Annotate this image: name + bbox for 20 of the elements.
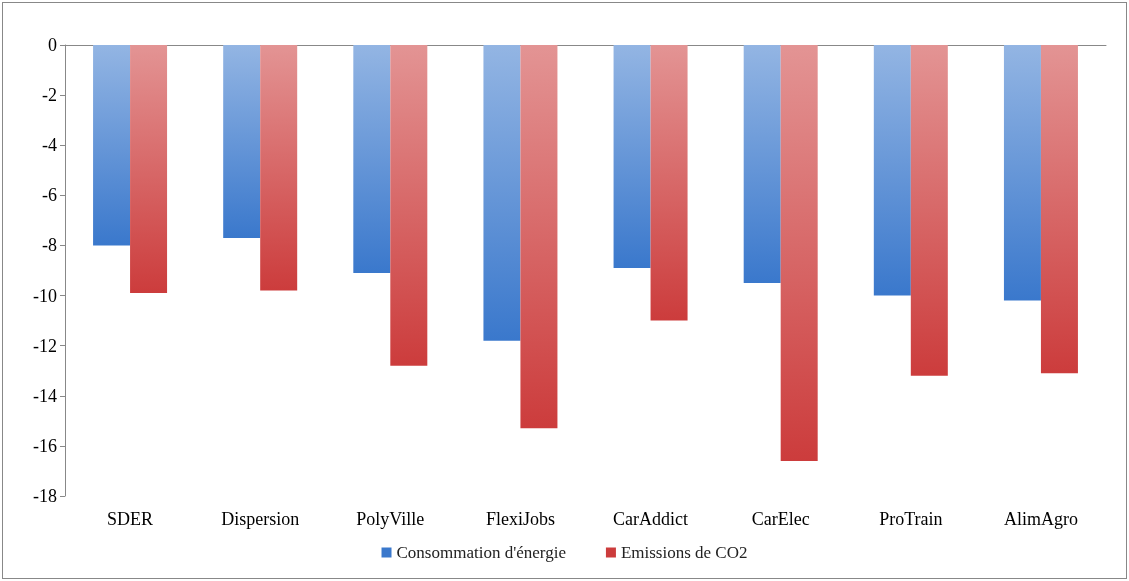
x-tick-label: AlimAgro (1003, 509, 1078, 529)
y-tick-label: -12 (33, 335, 57, 356)
y-tick-label: -2 (42, 85, 57, 106)
x-tick-label: ProTrain (879, 509, 943, 529)
legend-label: Consommation d'énergie (396, 543, 566, 562)
x-tick-label: CarElec (751, 509, 810, 529)
x-tick-label: SDER (107, 509, 154, 529)
y-tick-label: -4 (42, 135, 57, 156)
x-tick-label: Dispersion (221, 509, 300, 529)
y-tick-label: -18 (33, 486, 57, 506)
x-tick-label: PolyVille (356, 509, 425, 529)
y-tick-label: -8 (42, 235, 57, 256)
y-tick-label: -10 (33, 285, 57, 306)
y-tick-label: 0 (48, 35, 57, 55)
x-tick-label: FlexiJobs (485, 509, 555, 529)
y-tick-label: -6 (42, 185, 57, 206)
x-tick-label: CarAddict (613, 509, 689, 529)
y-tick-label: -14 (33, 385, 57, 406)
legend-label: Emissions de CO2 (620, 543, 748, 562)
y-tick-label: -16 (33, 435, 57, 456)
